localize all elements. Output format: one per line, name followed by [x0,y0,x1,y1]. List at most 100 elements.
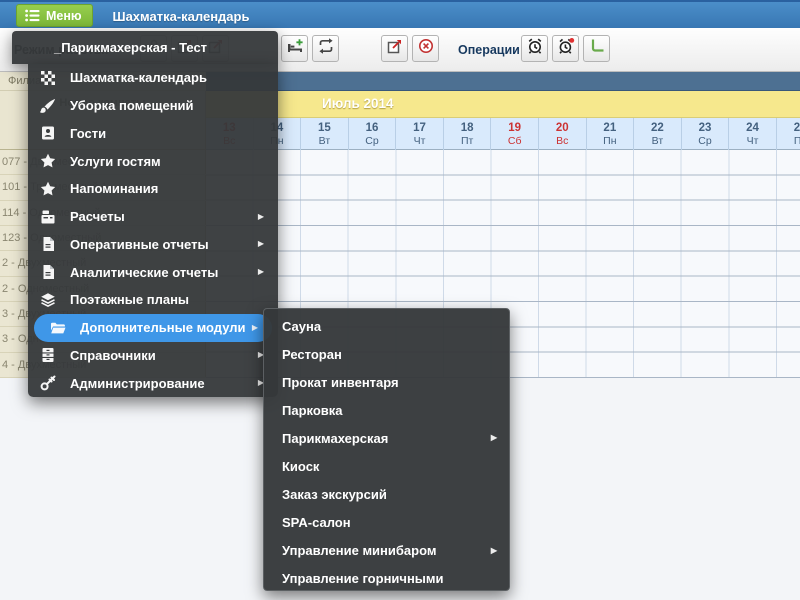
submenu-arrow-icon: ▶ [490,433,497,443]
day-number: 25 [793,121,800,134]
day-of-week: Сб [507,134,522,147]
toolbar-group-operations [521,35,610,62]
folder-icon [46,320,70,336]
submenu-item-label: Управление горничными [282,571,444,587]
menu-item-label: Услуги гостям [70,153,161,169]
submenu-item-управление-горничными[interactable]: Управление горничными [264,565,509,593]
day-of-week: Пн [603,134,617,147]
menu-item-поэтажные-планы[interactable]: Поэтажные планы [28,286,278,314]
alarm-add-button[interactable] [552,35,579,62]
alarm-button[interactable] [521,35,548,62]
submenu-item-label: Сауна [282,318,322,334]
export-icon [386,37,404,60]
export-button[interactable] [381,35,408,62]
menu-item-услуги-гостям[interactable]: Услуги гостям [28,147,278,175]
day-number: 21 [603,121,617,134]
menu-item-уборка-помещений[interactable]: Уборка помещений [28,92,278,120]
day-header-cell: 19 Сб [491,118,539,150]
menu-item-label: Уборка помещений [70,98,194,114]
menu-item-напоминания[interactable]: Напоминания [28,175,278,203]
submenu-item-сауна[interactable]: Сауна [264,312,509,340]
report-icon [36,264,60,280]
star-icon [36,181,60,197]
menu-item-гости[interactable]: Гости [28,120,278,148]
refresh-icon [317,37,335,60]
submenu-arrow-icon: ▶ [257,211,264,221]
submenu-arrow-icon: ▶ [257,239,264,249]
month-title: Июль 2014 [322,96,394,111]
submenu-item-ресторан[interactable]: Ресторан [264,340,509,368]
submenu-item-прокат-инвентаря[interactable]: Прокат инвентаря [264,368,509,396]
day-of-week: Пт [460,134,474,147]
submenu-item-label: Киоск [282,459,320,475]
day-number: 20 [555,121,569,134]
day-of-week: Чт [746,134,759,147]
day-header-cell: 17 Чт [396,118,444,150]
day-of-week: Пт [793,134,800,147]
report-icon [36,236,60,252]
day-number: 15 [318,121,331,134]
submenu-item-управление-минибаром[interactable]: Управление минибаром ▶ [264,537,509,565]
star-icon [36,153,60,169]
submenu-item-парковка[interactable]: Парковка [264,396,509,424]
day-number: 18 [460,121,474,134]
day-header-cell: 15 Вт [301,118,349,150]
day-number: 19 [508,121,522,134]
cancel-button[interactable] [412,35,439,62]
top-menu-bar: Меню Шахматка-календарь [0,0,800,28]
submenu-item-label: Парикмахерская [282,430,389,446]
menu-button[interactable]: Меню [16,4,93,27]
submenu-item-киоск[interactable]: Киоск [264,453,509,481]
checkerboard-icon [36,70,60,86]
booking-grid[interactable] [206,150,800,378]
menu-item-label: Оперативные отчеты [70,236,209,252]
menu-item-label: Дополнительные модули [80,320,246,336]
menu-title: _Парикмахерская - Тест [54,40,208,55]
toolbar-group-checkin [281,35,339,62]
submenu-item-label: Прокат инвентаря [282,374,399,390]
menu-item-аналитические-отчеты[interactable]: Аналитические отчеты ▶ [28,258,278,286]
day-number: 23 [698,121,712,134]
checkin-add-button[interactable] [281,35,308,62]
date-header-row: 13Вс14Пн15Вт16Ср17Чт18Пт19Сб20Вс21Пн22Вт… [206,118,800,150]
menu-item-дополнительные-модули[interactable]: Дополнительные модули ▶ [34,313,272,342]
green-corner-button[interactable] [583,35,610,62]
submenu-item-label: Ресторан [282,346,342,362]
menu-item-шахматка-календарь[interactable]: Шахматка-календарь [28,64,278,92]
alarm-add-icon [557,37,575,60]
day-header-cell: 21 Пн [587,118,635,150]
guest-card-icon [36,125,60,141]
day-of-week: Вт [651,134,664,147]
menu-button-label: Меню [46,8,82,23]
day-number: 22 [651,121,664,134]
menu-item-администрирование[interactable]: Администрирование ▶ [28,369,278,397]
menu-item-label: Поэтажные планы [70,292,190,308]
menu-item-расчеты[interactable]: Расчеты ▶ [28,203,278,231]
menu-item-label: Аналитические отчеты [70,264,219,280]
tab-shahmatka-calendar[interactable]: Шахматка-календарь [112,8,250,24]
submenu-arrow-icon: ▶ [257,267,264,277]
day-of-week: Вс [556,134,569,147]
day-header-cell: 24 Чт [729,118,777,150]
main-menu-dropdown: Шахматка-календарь Уборка помещений Гости У… [28,64,278,397]
day-of-week: Ср [365,134,379,147]
submenu-arrow-icon: ▶ [490,545,497,555]
menu-item-label: Гости [70,125,107,141]
submenu-arrow-icon: ▶ [257,378,264,388]
menu-item-справочники[interactable]: Справочники ▶ [28,342,278,370]
submenu-item-label: Управление минибаром [282,543,437,559]
cash-icon [36,209,60,225]
submenu-item-парикмахерская[interactable]: Парикмахерская ▶ [264,424,509,452]
day-header-cell: 18 Пт [444,118,492,150]
operations-label: Операции: [458,43,525,57]
submenu-item-spa-салон[interactable]: SPA-салон [264,509,509,537]
refresh-button[interactable] [312,35,339,62]
submenu-item-заказ-экскурсий[interactable]: Заказ экскурсий [264,481,509,509]
menu-item-оперативные-отчеты[interactable]: Оперативные отчеты ▶ [28,231,278,259]
day-number: 17 [413,121,426,134]
submenu-item-label: Заказ экскурсий [282,487,387,503]
brush-icon [36,98,60,114]
green-corner-icon [588,37,606,60]
menu-item-label: Шахматка-календарь [70,70,207,86]
cancel-icon [417,37,435,60]
